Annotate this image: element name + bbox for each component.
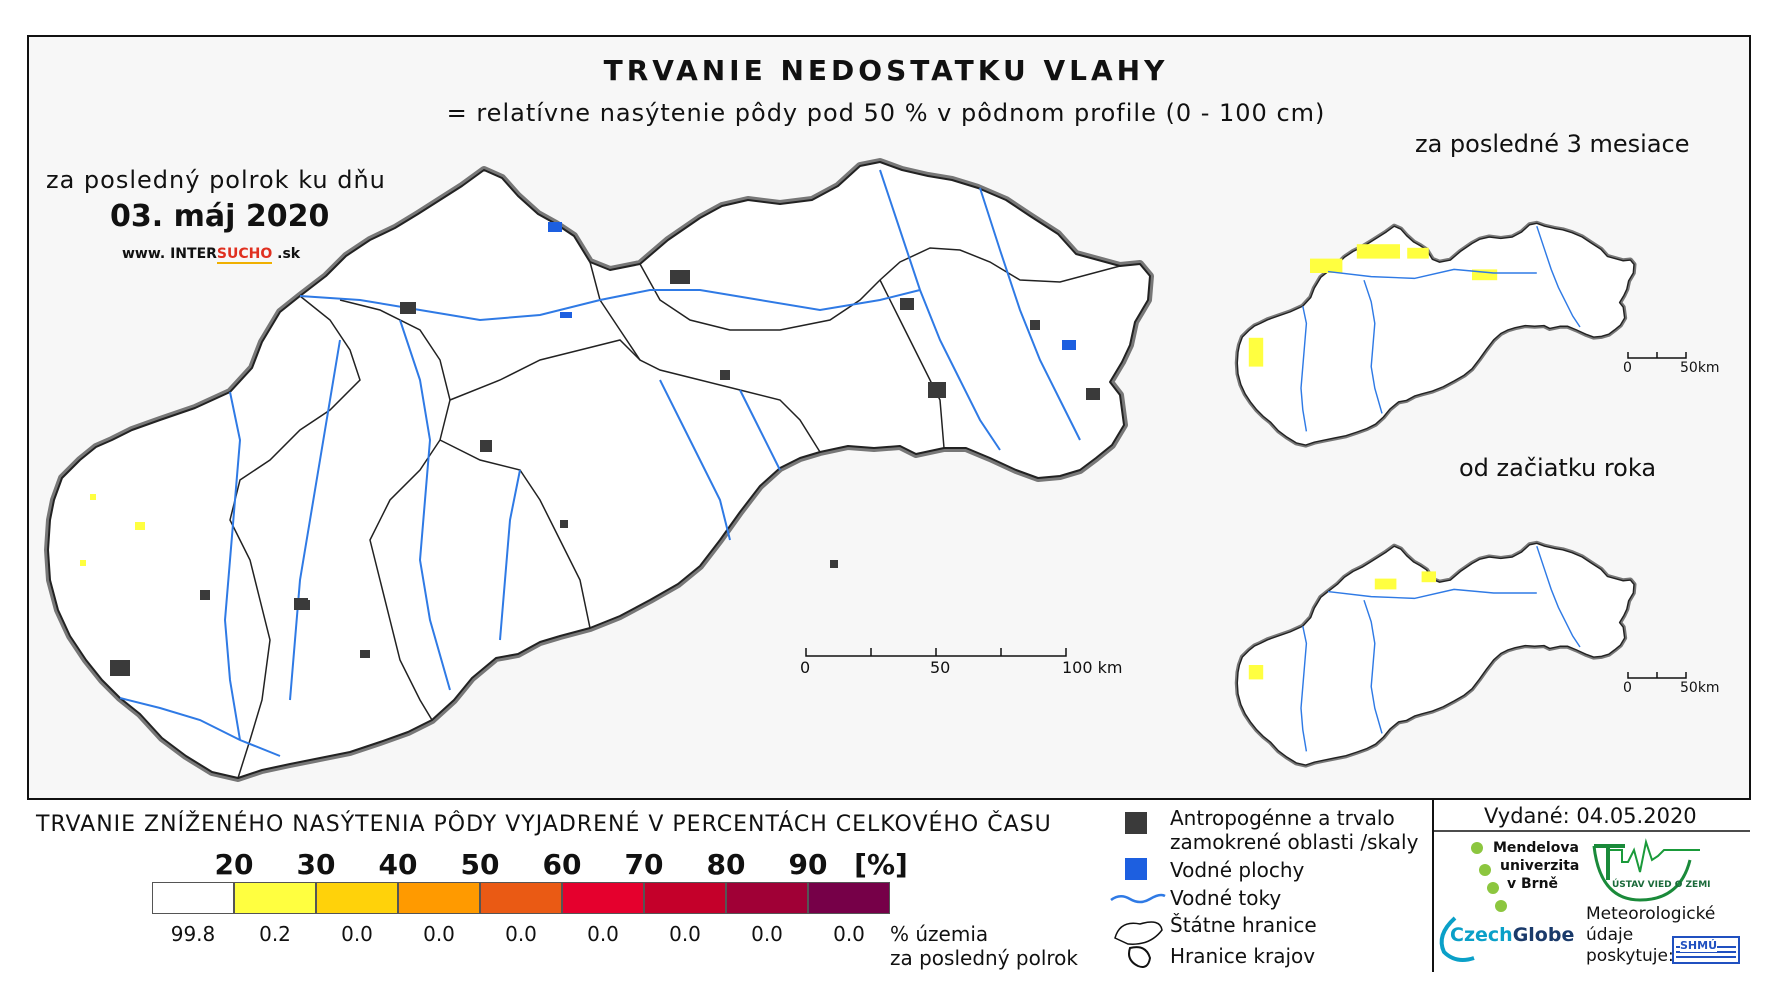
mendel-line2: univerzita: [1500, 858, 1580, 874]
water-bodies: [548, 222, 1076, 350]
region-border-symbol: [1128, 946, 1152, 968]
date-label: 03. máj 2020: [110, 199, 330, 234]
pct-caption-line2: za posledný polrok: [890, 946, 1078, 970]
swatch-5: [562, 882, 644, 914]
pct-value-2: 0.0: [341, 922, 373, 946]
state-border-symbol: [1114, 921, 1163, 945]
issued-prefix: Vydané:: [1484, 804, 1570, 828]
swatch-2: [316, 882, 398, 914]
class-label-80: 80: [706, 848, 746, 881]
main-scale-label-0: 0: [800, 658, 811, 677]
main-scale-label-50: 50: [930, 658, 951, 677]
river-symbol: [1110, 893, 1166, 904]
inset-top-map: [1237, 223, 1634, 445]
key-anthropogenic-line2: zamokrené oblasti /skaly: [1170, 830, 1419, 854]
mendel-line1: Mendelova: [1493, 840, 1579, 856]
main-scale-label-100: 100 km: [1062, 658, 1123, 677]
inset-bottom-scale-label-50: 50km: [1680, 680, 1720, 696]
website-highlight: SUCHO: [216, 246, 273, 264]
inset-top-scale-label-0: 0: [1623, 360, 1632, 376]
issued-label: Vydané: 04.05.2020: [1484, 804, 1697, 828]
shmu-label: SHMÚ: [1680, 939, 1718, 952]
key-state-border: Štátne hranice: [1170, 913, 1317, 937]
swatch-6: [644, 882, 726, 914]
pct-value-1: 0.2: [259, 922, 291, 946]
map-subtitle: = relatívne nasýtenie pôdy pod 50 % v pô…: [446, 99, 1326, 127]
key-water-bodies: Vodné plochy: [1170, 858, 1305, 882]
water-body-swatch: [1125, 858, 1147, 880]
czechglobe-a: Czech: [1450, 924, 1513, 946]
swatch-3: [398, 882, 480, 914]
main-scale-bar: [805, 648, 1067, 657]
swatch-4: [480, 882, 562, 914]
meteo-line2: údaje: [1586, 925, 1634, 945]
class-label-40: 40: [378, 848, 418, 881]
inset-bottom-map: [1237, 543, 1634, 765]
ustav-logo: [1592, 838, 1700, 902]
inset-bottom-scale-label-0: 0: [1623, 680, 1632, 696]
inset-bottom-label: od začiatku roka: [1459, 454, 1657, 482]
pct-value-6: 0.0: [669, 922, 701, 946]
mendel-line3: v Brně: [1507, 876, 1559, 892]
meteo-line3: poskytuje:: [1586, 946, 1674, 966]
inset-top-label: za posledné 3 mesiace: [1415, 130, 1690, 158]
inset-bottom-scale: [1627, 672, 1687, 679]
legend-title: TRVANIE ZNÍŽENÉHO NASÝTENIA PÔDY VYJADRE…: [36, 812, 1052, 837]
meteo-line1: Meteorologické: [1586, 904, 1716, 924]
anthropogenic-swatch: [1125, 812, 1147, 834]
key-region-border: Hranice krajov: [1170, 944, 1316, 968]
class-label-50: 50: [460, 848, 500, 881]
inset-top-scale-label-50: 50km: [1680, 360, 1720, 376]
czechglobe-b: Globe: [1512, 924, 1575, 946]
anthropogenic-areas: [110, 270, 1100, 676]
czechglobe-label: CzechGlobe: [1450, 924, 1574, 946]
class-label-20: 20: [214, 848, 254, 881]
class-label-30: 30: [296, 848, 336, 881]
class-label-70: 70: [624, 848, 664, 881]
issued-date: 04.05.2020: [1576, 804, 1697, 828]
region-borders: [229, 247, 1121, 779]
website-label: www. INTERSUCHO .sk: [122, 246, 301, 264]
ustav-label: ÚSTAV VIED O ZEMI: [1612, 880, 1711, 890]
pct-value-3: 0.0: [423, 922, 455, 946]
mendel-dots: [1471, 842, 1507, 912]
main-map: [48, 162, 1150, 778]
swatch-0: [152, 882, 234, 914]
key-rivers: Vodné toky: [1170, 886, 1282, 910]
period-label: za posledný polrok ku dňu: [46, 166, 386, 194]
pct-value-0: 99.8: [170, 922, 216, 946]
inset-top-scale: [1627, 352, 1687, 359]
pct-value-8: 0.0: [833, 922, 865, 946]
class-label-60: 60: [542, 848, 582, 881]
website-suffix: .sk: [272, 246, 301, 262]
swatch-8: [808, 882, 890, 914]
pct-value-7: 0.0: [751, 922, 783, 946]
swatch-1: [234, 882, 316, 914]
website-prefix: www. INTER: [122, 246, 217, 262]
dry-patches: [80, 494, 145, 566]
swatch-7: [726, 882, 808, 914]
pct-value-5: 0.0: [587, 922, 619, 946]
map-title: TRVANIE NEDOSTATKU VLAHY: [603, 54, 1169, 87]
class-label-90: 90: [788, 848, 828, 881]
key-anthropogenic-line1: Antropogénne a trvalo: [1170, 806, 1395, 830]
rivers: [119, 169, 1081, 757]
pct-value-4: 0.0: [505, 922, 537, 946]
pct-caption-line1: % územia: [890, 922, 989, 946]
class-label-unit: [%]: [854, 848, 908, 881]
czechglobe-swoosh: [1439, 916, 1475, 962]
